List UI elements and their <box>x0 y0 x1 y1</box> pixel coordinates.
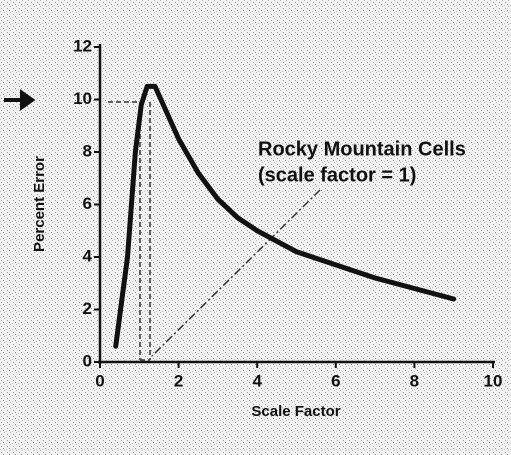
x-tick-label: 4 <box>252 371 262 390</box>
y-tick-label: 0 <box>83 351 92 370</box>
guide-dashes <box>108 101 151 361</box>
y-tick-label: 4 <box>83 246 93 265</box>
y-tick-label: 6 <box>83 194 92 213</box>
y-tick-label: 12 <box>73 36 92 55</box>
arrow <box>4 89 36 111</box>
x-tick-label: 2 <box>174 371 183 390</box>
annotation: (scale factor = 1) <box>258 164 416 186</box>
x-tick-label: 6 <box>331 371 340 390</box>
x-tick-label: 8 <box>410 371 419 390</box>
y-axis-label: Percent Error <box>31 156 48 252</box>
leader-line <box>151 189 321 357</box>
x-tick-label: 10 <box>484 371 503 390</box>
y-tick-label: 2 <box>83 299 92 318</box>
data-line <box>113 83 457 349</box>
annotation: Rocky Mountain Cells <box>258 138 466 160</box>
x-tick-label: 0 <box>95 371 104 390</box>
y-tick-label: 8 <box>83 141 92 160</box>
x-axis-label: Scale Factor <box>251 403 340 420</box>
y-tick-label: 10 <box>73 89 92 108</box>
